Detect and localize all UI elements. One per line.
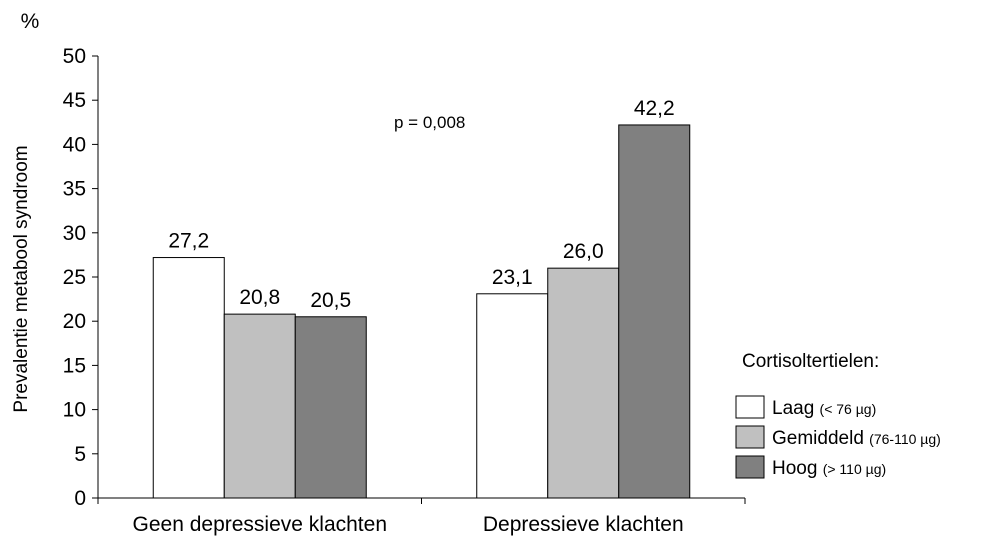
category-label: Geen depressieve klachten [133,513,388,536]
y-axis: 0 5 10 15 20 25 30 35 40 45 50 [63,45,99,510]
legend-label: Hoog (> 110 µg) [772,458,886,479]
legend-swatch [735,425,765,449]
y-tick-label: 50 [63,45,86,68]
legend-label: Gemiddeld (76-110 µg) [772,428,941,449]
y-tick-label: 10 [63,399,86,422]
y-tick-label: 35 [63,178,86,201]
bar-value-label: 20,5 [310,289,351,312]
category-label: Depressieve klachten [483,513,684,536]
bar-value-label: 23,1 [492,266,533,289]
bar [618,124,691,499]
y-axis-title: Prevalentie metabool syndroom [11,145,32,412]
bar-value-label: 20,8 [239,286,280,309]
y-tick-label: 45 [63,89,86,112]
bar [152,257,225,499]
y-tick-label: 40 [63,133,86,156]
bar [223,313,296,499]
category-labels: Geen depressieve klachten Depressieve kla… [133,513,684,536]
y-tick-label: 5 [74,443,86,466]
bars-group: 27,2 20,8 20,5 23,1 26,0 42,2 [152,97,691,499]
y-tick-label: 30 [63,222,86,245]
unit-label: % [21,10,40,33]
legend-label-detail: (> 110 µg) [823,461,886,477]
legend-label-detail: (< 76 µg) [820,401,877,417]
legend-title: Cortisoltertielen: [742,351,879,372]
bar [294,316,367,499]
bar-value-label: 26,0 [563,240,604,263]
legend-label: Laag (< 76 µg) [772,398,876,419]
y-tick-label: 25 [63,266,86,289]
bar [547,267,620,499]
p-value-annotation: p = 0,008 [394,113,465,132]
legend-swatch [735,455,765,479]
bar-value-label: 42,2 [634,97,675,120]
y-tick-label: 20 [63,310,86,333]
x-axis [97,497,746,504]
bar [476,293,549,499]
legend: Cortisoltertielen: Laag (< 76 µg) Gemidde… [735,351,941,479]
legend-swatch [735,395,765,419]
y-tick-label: 15 [63,354,86,377]
y-tick-label: 0 [74,487,86,510]
legend-label-detail: (76-110 µg) [869,431,941,447]
bar-value-label: 27,2 [168,230,209,253]
